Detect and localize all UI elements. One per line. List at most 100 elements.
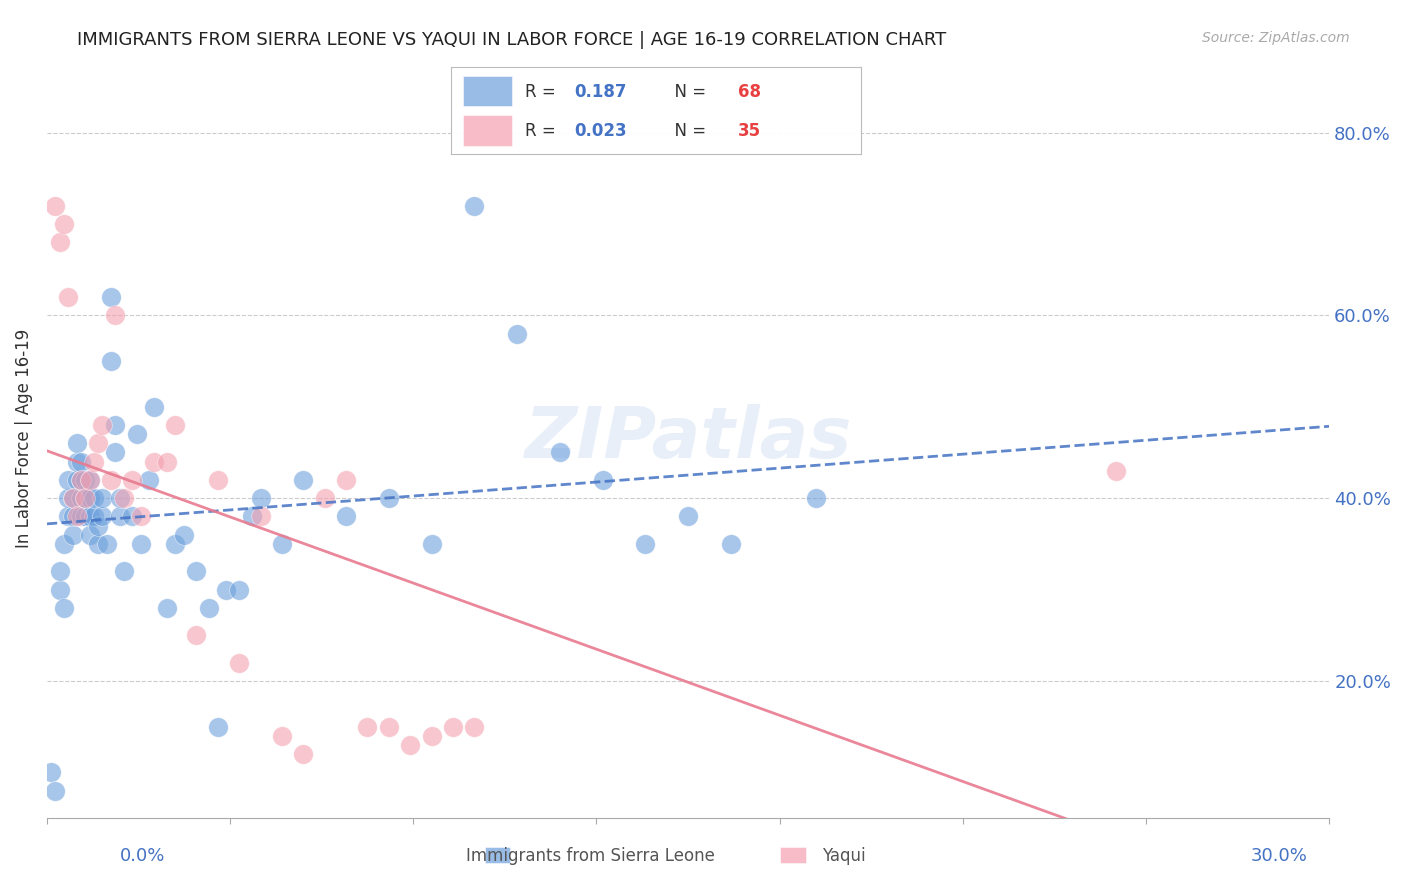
Point — [100, 290, 122, 304]
Point — [112, 491, 135, 505]
Point — [62, 509, 84, 524]
Point — [108, 491, 131, 505]
Point — [75, 491, 97, 505]
Point — [87, 436, 110, 450]
Point — [215, 582, 238, 597]
Point — [66, 454, 89, 468]
Point — [249, 509, 271, 524]
Point — [104, 445, 127, 459]
Point — [70, 473, 93, 487]
Point — [249, 491, 271, 505]
Point — [676, 509, 699, 524]
Point — [58, 509, 80, 524]
Point — [378, 491, 401, 505]
Point — [463, 720, 485, 734]
Point — [356, 720, 378, 734]
Point — [70, 509, 93, 524]
Point — [506, 326, 529, 341]
Point — [129, 509, 152, 524]
Point — [58, 491, 80, 505]
Point — [91, 509, 114, 524]
Point — [173, 527, 195, 541]
Point — [87, 537, 110, 551]
Point — [186, 564, 208, 578]
Point — [39, 765, 62, 780]
Text: IMMIGRANTS FROM SIERRA LEONE VS YAQUI IN LABOR FORCE | AGE 16-19 CORRELATION CHA: IMMIGRANTS FROM SIERRA LEONE VS YAQUI IN… — [77, 31, 946, 49]
Point — [91, 491, 114, 505]
Point — [378, 720, 401, 734]
Point — [70, 491, 93, 505]
Point — [75, 473, 97, 487]
Point — [142, 400, 165, 414]
Point — [125, 427, 148, 442]
Point — [548, 445, 571, 459]
Point — [314, 491, 336, 505]
Point — [155, 454, 177, 468]
Point — [79, 509, 101, 524]
Point — [100, 473, 122, 487]
Point — [48, 235, 70, 250]
Text: Source: ZipAtlas.com: Source: ZipAtlas.com — [1202, 31, 1350, 45]
Point — [48, 564, 70, 578]
Point — [100, 354, 122, 368]
Point — [335, 473, 357, 487]
Text: Immigrants from Sierra Leone: Immigrants from Sierra Leone — [465, 847, 716, 865]
Point — [83, 509, 105, 524]
Point — [806, 491, 828, 505]
Point — [104, 418, 127, 433]
Point — [592, 473, 614, 487]
Point — [104, 309, 127, 323]
Point — [58, 473, 80, 487]
Point — [142, 454, 165, 468]
Point — [62, 491, 84, 505]
Point — [66, 473, 89, 487]
Point — [79, 473, 101, 487]
Point — [155, 600, 177, 615]
Point — [87, 518, 110, 533]
Point — [79, 527, 101, 541]
Point — [62, 527, 84, 541]
Point — [335, 509, 357, 524]
Point — [207, 473, 229, 487]
Point — [292, 747, 315, 761]
Point — [62, 491, 84, 505]
Point — [240, 509, 263, 524]
Point — [228, 656, 250, 670]
Point — [96, 537, 118, 551]
Point — [121, 473, 143, 487]
Point — [186, 628, 208, 642]
Point — [108, 509, 131, 524]
Point — [48, 582, 70, 597]
Point — [121, 509, 143, 524]
Point — [79, 491, 101, 505]
Point — [70, 454, 93, 468]
Point — [70, 473, 93, 487]
Point — [75, 491, 97, 505]
Point — [75, 509, 97, 524]
Point — [198, 600, 221, 615]
Point — [53, 600, 76, 615]
Point — [165, 537, 187, 551]
Point — [83, 454, 105, 468]
Point — [53, 217, 76, 231]
Text: 30.0%: 30.0% — [1251, 847, 1308, 865]
Point — [44, 783, 66, 797]
Text: ZIPatlas: ZIPatlas — [524, 404, 852, 474]
Point — [228, 582, 250, 597]
Point — [165, 418, 187, 433]
Point — [91, 418, 114, 433]
Point — [129, 537, 152, 551]
Point — [441, 720, 464, 734]
Point — [66, 509, 89, 524]
Point — [463, 199, 485, 213]
Point — [271, 537, 294, 551]
Point — [399, 738, 422, 752]
Text: 0.0%: 0.0% — [120, 847, 165, 865]
Point — [634, 537, 657, 551]
Point — [292, 473, 315, 487]
Point — [66, 436, 89, 450]
Point — [138, 473, 160, 487]
Point — [420, 537, 443, 551]
Y-axis label: In Labor Force | Age 16-19: In Labor Force | Age 16-19 — [15, 329, 32, 549]
Point — [53, 537, 76, 551]
